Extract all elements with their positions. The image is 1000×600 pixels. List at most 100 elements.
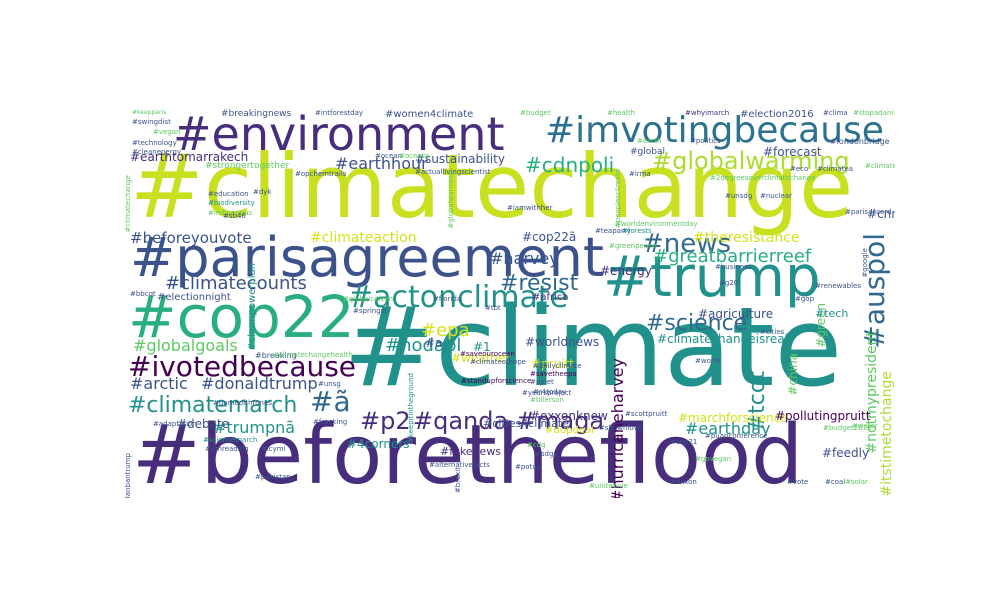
word-cloud-term: #biodiversity xyxy=(208,199,255,207)
word-cloud-term: #breaking xyxy=(255,351,297,360)
word-cloud-term: #coal xyxy=(825,478,846,486)
word-cloud-term: #dupdeal xyxy=(545,425,594,436)
word-cloud-term: #unitebiue xyxy=(589,482,628,490)
word-cloud-term: #cdg xyxy=(527,441,546,449)
word-cloud-term: #world xyxy=(695,357,721,365)
word-cloud-term: #water xyxy=(852,422,878,430)
word-cloud-term: #a xyxy=(425,336,443,350)
word-cloud-term: #ramadanbantrump xyxy=(125,453,132,498)
word-cloud-term: #keepitintheground xyxy=(407,373,415,444)
word-cloud-term: #harvey xyxy=(490,249,559,268)
word-cloud-term: #itstimetochange xyxy=(879,371,895,497)
word-cloud-term: #dyk xyxy=(253,188,272,196)
word-cloud-term: #nuclear xyxy=(760,192,793,200)
word-cloud-term: #iamwithher xyxy=(507,204,553,212)
word-cloud-term: #sciencemarch xyxy=(203,436,258,444)
word-cloud-term: #alternativefacts xyxy=(429,461,490,469)
word-cloud-term: #donaldtrump xyxy=(201,374,318,393)
word-cloud-term: #sdgs xyxy=(535,450,558,458)
word-cloud-term: #florida xyxy=(433,295,462,303)
word-cloud-term: #weather xyxy=(451,351,511,365)
word-cloud-term: #pollutingpruitt xyxy=(775,409,871,423)
word-cloud-term: #globalgoals xyxy=(133,336,238,355)
word-cloud-term: #qanda xyxy=(413,407,509,435)
word-cloud-term: #cleanenergy xyxy=(132,148,182,156)
word-cloud-term: #fracking xyxy=(313,418,348,426)
word-cloud-term: #greatbarrierreef xyxy=(653,246,812,267)
word-cloud-term: #4corners xyxy=(347,437,410,451)
word-cloud-term: #election2016 xyxy=(740,109,814,120)
word-cloud-term: #climatechangeisreal xyxy=(657,332,788,346)
word-cloud-term: #keepparis xyxy=(132,109,167,116)
word-cloud-term: #tbt xyxy=(485,304,501,312)
word-cloud-term: #climatea xyxy=(817,165,854,173)
word-cloud-term: #bbcqt xyxy=(130,290,156,298)
word-cloud-term: #imvotingbecause xyxy=(545,110,884,151)
word-cloud-term: #swingdist xyxy=(132,118,171,126)
word-cloud-term: #google xyxy=(861,248,869,278)
word-cloud-term: #feedly xyxy=(822,446,870,460)
word-cloud-term: #science xyxy=(646,311,748,336)
word-cloud-term: #indigenous xyxy=(208,209,253,217)
word-cloud-term: #beforetheflood xyxy=(132,408,804,498)
word-cloud: #beforetheflood #climate #climatechange #pa… xyxy=(125,103,895,499)
word-cloud-term: #climatechangehealth xyxy=(273,351,353,359)
word-cloud-term: #arctic xyxy=(130,374,188,393)
word-cloud-term: #icymi xyxy=(261,445,286,453)
word-cloud-term: #intforestday xyxy=(315,109,364,117)
word-cloud-term: #shownlove xyxy=(599,424,643,432)
word-cloud-term: #marchforscience xyxy=(678,411,788,425)
word-cloud-term: #africa xyxy=(532,292,569,303)
word-cloud-term: #actuallivingscientist xyxy=(415,168,491,176)
word-cloud-term: #sb46 xyxy=(223,212,246,220)
word-cloud-term: #politics xyxy=(690,137,721,145)
word-cloud-term: #sustainability xyxy=(415,152,505,166)
word-cloud-term: #unsg xyxy=(318,380,341,388)
word-cloud-term: #vote xyxy=(787,478,809,486)
word-cloud-term: #whyimarch xyxy=(685,109,730,117)
word-cloud-term: #budget xyxy=(520,109,551,117)
word-cloud-term: #pakistan xyxy=(255,473,291,481)
word-cloud-term: #clima xyxy=(823,109,848,117)
word-cloud-term: #globalwarming xyxy=(447,171,455,229)
word-cloud-term: #greenpeace xyxy=(609,242,657,250)
word-cloud-term: #earthtomarrakech xyxy=(130,150,249,164)
word-cloud-term: #news xyxy=(642,229,732,259)
word-cloud-term: #debate xyxy=(177,417,230,431)
word-cloud-term: #worldnews xyxy=(525,335,600,349)
word-cloud-term: #resist xyxy=(500,271,579,296)
word-cloud-term: #nodapl xyxy=(385,335,462,356)
word-cloud-term: #epa xyxy=(421,320,470,341)
word-cloud-term: #ivotedbecause xyxy=(128,350,357,383)
word-cloud-term: #forests xyxy=(622,227,652,235)
word-cloud-term: #education xyxy=(208,190,249,198)
word-cloud-term: #cnn xyxy=(867,207,895,221)
word-cloud-term: #tillerson xyxy=(530,396,564,404)
word-cloud-term: #worldenvironmentday xyxy=(615,220,698,228)
word-cloud-term: #potus xyxy=(515,463,541,471)
word-cloud-term: #fakenews xyxy=(440,445,502,458)
word-cloud-term: #g20 xyxy=(719,279,739,287)
word-cloud-term: #globalcitizen xyxy=(343,295,394,303)
word-cloud-term: #health xyxy=(607,109,636,117)
word-cloud-term: #teaparty xyxy=(595,227,631,235)
word-cloud-term: #climatechange xyxy=(125,175,132,233)
word-cloud-term: #exxonknew xyxy=(530,409,608,423)
word-cloud-term: #springst xyxy=(353,307,388,315)
word-cloud-term: #notmypresident xyxy=(864,331,880,454)
word-cloud-term: #pjnet xyxy=(530,378,554,386)
word-cloud-term: #londonbridge xyxy=(830,137,890,146)
word-cloud-term: #r4today xyxy=(533,388,567,396)
word-cloud-term: #cities4climate xyxy=(483,417,569,430)
word-cloud-term: #dailyclimate xyxy=(533,362,582,370)
word-cloud-term: #parisaccord xyxy=(845,208,892,216)
word-cloud-term: #china xyxy=(786,353,800,396)
word-cloud-term: #earthhour xyxy=(335,154,428,173)
word-cloud-term: #savetheepa xyxy=(530,370,577,378)
word-cloud-term: #earthday xyxy=(685,419,771,438)
word-cloud-term: #climatemarch xyxy=(128,393,298,418)
word-cloud-term: #opchemtrails xyxy=(295,170,347,178)
word-cloud-term: #irma xyxy=(629,170,651,178)
word-cloud-term: #climate xyxy=(343,283,843,411)
word-cloud-term: #p2 xyxy=(360,407,411,435)
